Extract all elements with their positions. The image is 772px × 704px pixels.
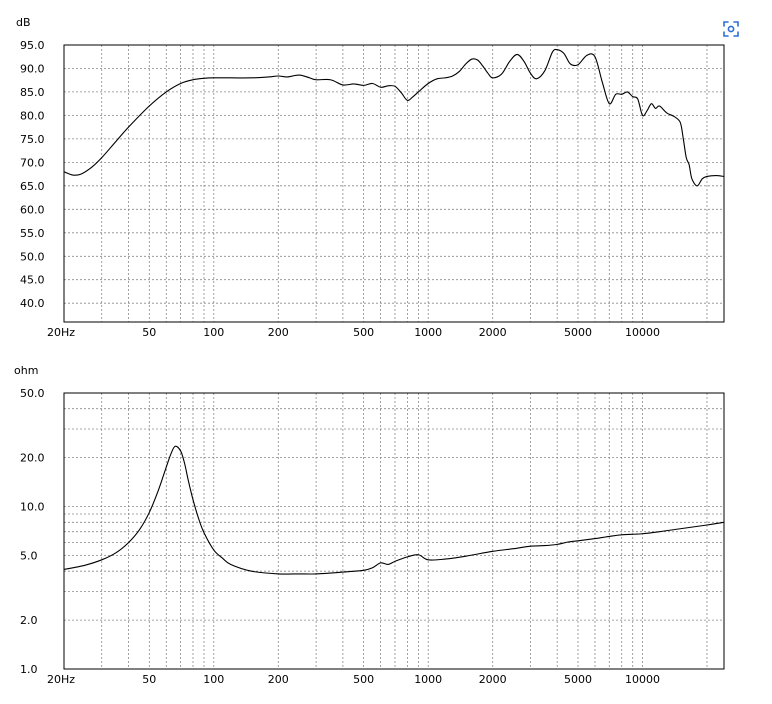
- x-tick-label: 1000: [414, 326, 442, 339]
- y-tick-label: 40.0: [20, 297, 45, 310]
- y-tick-label: 5.0: [20, 550, 38, 563]
- spl-curve: [63, 48, 725, 187]
- impedance-y-label: ohm: [14, 364, 38, 377]
- y-tick-label: 10.0: [20, 501, 45, 514]
- x-tick-label: 100: [203, 673, 224, 686]
- impedance-chart: ohm 50.0 20.0 10.0 5.0 2.0 1.0 20Hz 50 100 200 500…: [14, 364, 725, 686]
- x-tick-label: 50: [142, 673, 156, 686]
- y-tick-label: 50.0: [20, 250, 45, 263]
- x-tick-label: 200: [268, 673, 289, 686]
- x-tick-label: 200: [268, 326, 289, 339]
- y-tick-label: 1.0: [20, 663, 38, 676]
- plot-frame: [63, 392, 725, 670]
- x-tick-label: 50: [142, 326, 156, 339]
- y-tick-label: 80.0: [20, 109, 45, 122]
- y-tick-label: 65.0: [20, 180, 45, 193]
- focus-scan-icon: [723, 21, 739, 37]
- x-tick-label: 500: [353, 326, 374, 339]
- x-tick-label: 2000: [479, 326, 507, 339]
- x-tick-label: 100: [203, 326, 224, 339]
- y-tick-label: 55.0: [20, 227, 45, 240]
- x-tick-label: 10000: [625, 326, 660, 339]
- y-tick-label: 60.0: [20, 203, 45, 216]
- y-tick-label: 50.0: [20, 387, 45, 400]
- y-tick-label: 85.0: [20, 86, 45, 99]
- impedance-curve: [63, 445, 725, 575]
- y-tick-label: 70.0: [20, 156, 45, 169]
- x-tick-label: 20Hz: [47, 673, 75, 686]
- y-tick-label: 45.0: [20, 274, 45, 287]
- x-tick-label: 5000: [564, 326, 592, 339]
- spl-chart: dB 95.0 90.0 85.0 80.0 75.0 70.0 65.0 60.0 55.0 5…: [16, 16, 725, 339]
- x-tick-label: 1000: [414, 673, 442, 686]
- y-tick-label: 75.0: [20, 133, 45, 146]
- spl-y-label: dB: [16, 16, 31, 29]
- grid: [64, 393, 724, 669]
- x-tick-label: 10000: [625, 673, 660, 686]
- x-tick-label: 500: [353, 673, 374, 686]
- y-tick-label: 2.0: [20, 614, 38, 627]
- y-tick-label: 20.0: [20, 452, 45, 465]
- y-tick-label: 95.0: [20, 39, 45, 52]
- plot-frame: [63, 44, 725, 323]
- x-tick-label: 5000: [564, 673, 592, 686]
- y-tick-label: 90.0: [20, 63, 45, 76]
- x-tick-label: 20Hz: [47, 326, 75, 339]
- focus-scan-button[interactable]: [722, 20, 740, 38]
- grid: [64, 45, 724, 322]
- x-tick-label: 2000: [479, 673, 507, 686]
